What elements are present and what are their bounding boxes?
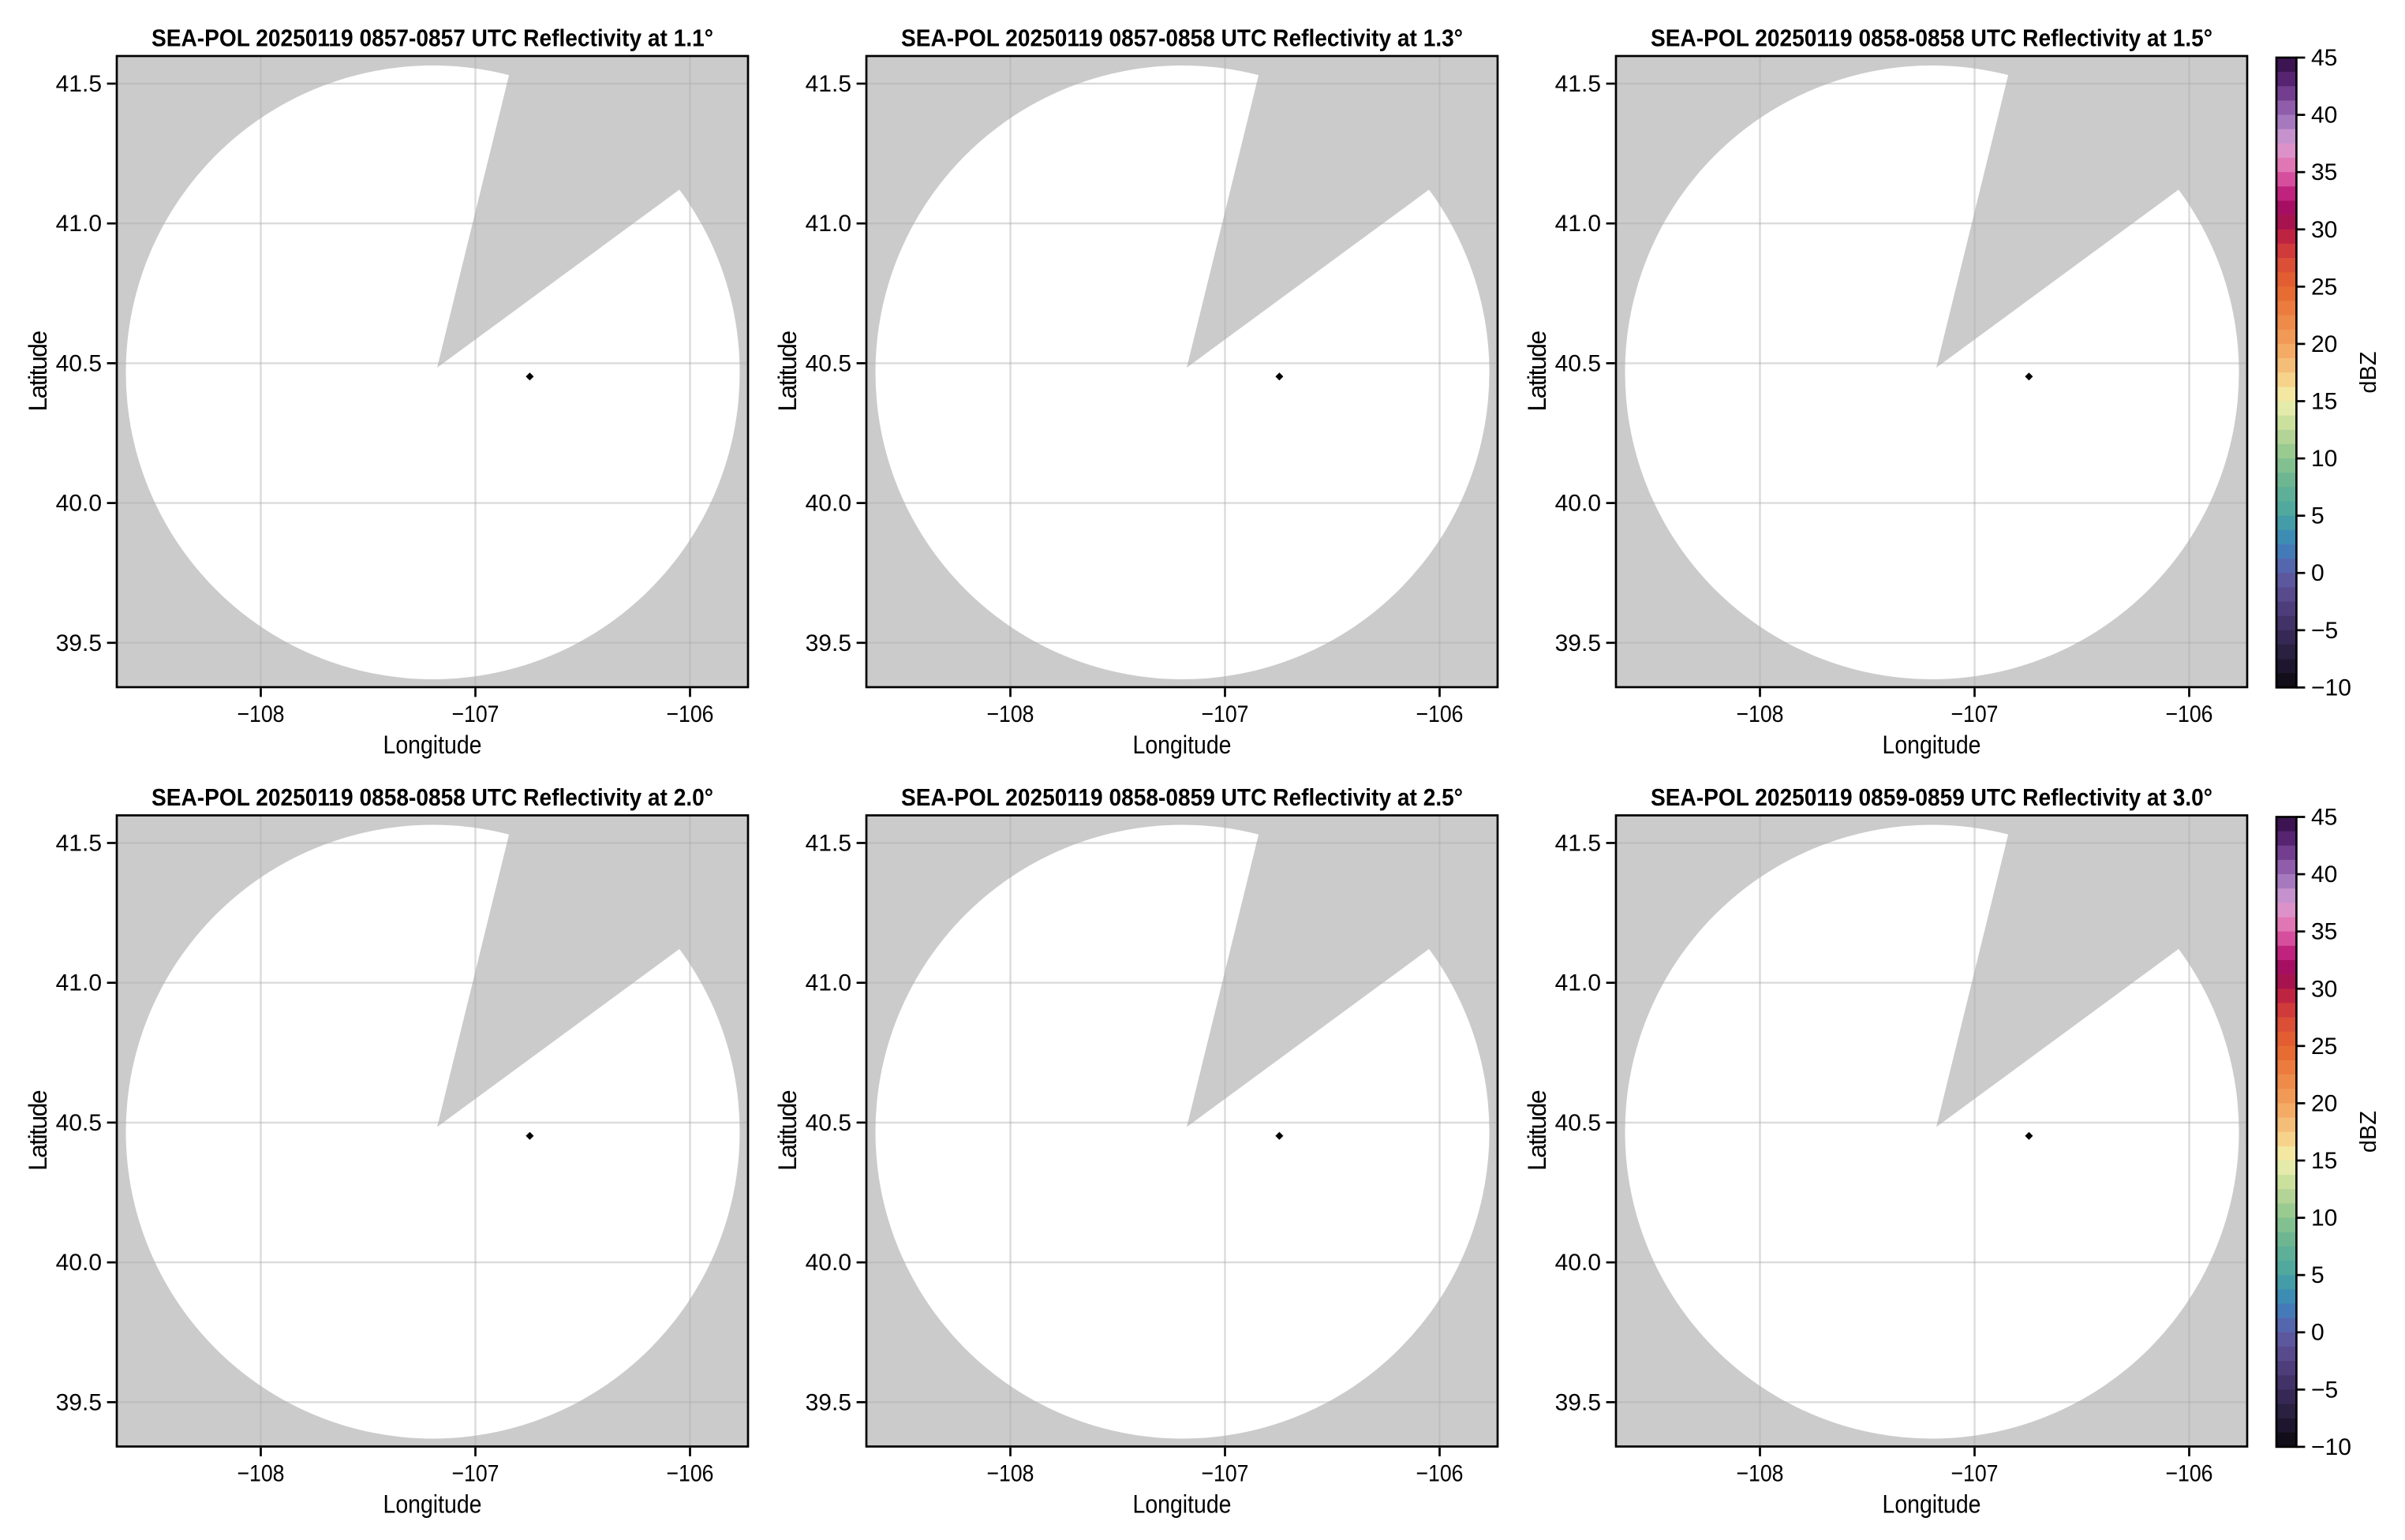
svg-text:SEA-POL 20250119 0858-0858 UTC: SEA-POL 20250119 0858-0858 UTC Reflectiv… [151, 783, 713, 811]
svg-text:SEA-POL 20250119 0857-0857 UTC: SEA-POL 20250119 0857-0857 UTC Reflectiv… [151, 24, 713, 51]
svg-text:SEA-POL 20250119 0858-0859 UTC: SEA-POL 20250119 0858-0859 UTC Reflectiv… [901, 783, 1463, 811]
svg-text:SEA-POL 20250119 0857-0858 UTC: SEA-POL 20250119 0857-0858 UTC Reflectiv… [901, 24, 1463, 51]
svg-text:SEA-POL 20250119 0858-0858 UTC: SEA-POL 20250119 0858-0858 UTC Reflectiv… [1651, 24, 2212, 51]
svg-text:SEA-POL 20250119 0859-0859 UTC: SEA-POL 20250119 0859-0859 UTC Reflectiv… [1651, 783, 2212, 811]
